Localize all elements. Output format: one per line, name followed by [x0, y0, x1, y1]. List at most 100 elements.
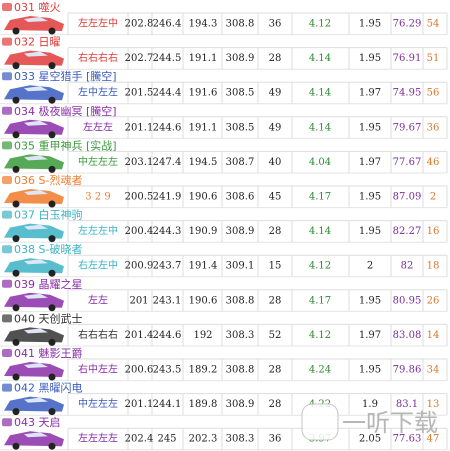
car-title: 031 噬火: [14, 0, 61, 14]
car-wheel: [12, 27, 20, 35]
title-icon: [2, 210, 12, 219]
stat-value: 4.14: [309, 226, 331, 237]
stat-value: 246.4: [153, 19, 182, 30]
stat-value: 202.7: [125, 53, 154, 64]
stat-value: 308.6: [226, 192, 255, 203]
car-wheel: [12, 165, 20, 173]
stat-value: 308.8: [226, 19, 255, 30]
stat-value: 1.95: [359, 192, 381, 203]
car-window: [24, 363, 48, 368]
stat-value: 79.86: [393, 365, 422, 376]
car-body: [4, 327, 64, 343]
car-body: [4, 223, 64, 239]
stat-value: 201.5: [125, 88, 154, 99]
stat-value: 1.97: [359, 330, 381, 341]
stat-value: 308.8: [226, 365, 255, 376]
stat-value: 47: [427, 434, 440, 445]
stat-value: 4.12: [309, 261, 331, 272]
control-label: 中左左左: [78, 397, 118, 410]
watermark-text: 一听下载: [342, 409, 438, 437]
stat-value: 4.12: [309, 330, 331, 341]
title-icon: [2, 37, 12, 46]
title-icon: [2, 383, 12, 392]
stat-value: 4.12: [309, 19, 331, 30]
car-window: [24, 432, 48, 438]
title-icon: [2, 349, 12, 357]
car-body: [4, 362, 64, 377]
car-wheel: [12, 96, 20, 104]
car-wheel: [12, 131, 20, 139]
stat-value: 1.97: [359, 88, 381, 99]
stat-value: 82.27: [393, 226, 422, 237]
car-image: [4, 292, 64, 312]
stat-value: 243.5: [153, 365, 182, 376]
stat-value: 4.17: [309, 192, 331, 203]
stat-value: 77.67: [393, 157, 422, 168]
title-icon: [2, 72, 12, 81]
car-body: [4, 154, 64, 170]
stat-value: 200.4: [125, 226, 154, 237]
stat-value: 1.95: [359, 365, 381, 376]
control-label: 右中左左: [78, 363, 118, 376]
car-window: [24, 155, 48, 161]
stat-value: 49: [269, 88, 282, 99]
title-icon: [2, 141, 12, 150]
car-window: [24, 17, 48, 22]
stat-value: 202.3: [189, 434, 218, 445]
stat-value: 54: [427, 19, 440, 30]
car-image: [4, 431, 64, 450]
car-title: 032 日曜: [14, 36, 61, 49]
stat-value: 244.3: [153, 226, 182, 237]
car-body: [4, 189, 64, 204]
stat-value: 76.91: [393, 53, 422, 64]
stat-value: 4.14: [309, 88, 331, 99]
stat-value: 1.95: [359, 53, 381, 64]
stat-value: 1.9: [362, 399, 378, 410]
stat-value: 28: [269, 399, 282, 410]
car-wheel: [48, 408, 56, 416]
control-label: 右左左中: [78, 259, 118, 272]
car-wheel: [48, 96, 56, 104]
stat-value: 13: [427, 399, 440, 410]
car-wheel: [12, 200, 20, 208]
stat-value: 200.9: [125, 261, 154, 272]
stat-value: 189.2: [189, 365, 218, 376]
stat-value: 83.1: [396, 399, 418, 410]
stat-value: 203.1: [125, 157, 154, 168]
car-title: 043 天启: [14, 416, 61, 429]
car-wheel: [48, 373, 56, 381]
stat-value: 80.95: [393, 295, 422, 306]
stat-value: 2: [367, 261, 373, 272]
stat-value: 308.9: [226, 399, 255, 410]
car-wheel: [12, 373, 20, 381]
stat-value: 243.7: [153, 261, 182, 272]
car-image: [4, 189, 64, 208]
car-wheel: [48, 338, 56, 346]
car-wheel: [48, 62, 56, 70]
stat-value: 1.95: [359, 19, 381, 30]
stat-value: 191.1: [189, 122, 218, 133]
car-title: 042 黑曜闪电: [14, 381, 83, 395]
car-title: 035 重甲神兵 [实战]: [14, 138, 117, 152]
stat-value: 4.04: [309, 157, 331, 168]
stat-value: 244.1: [153, 399, 182, 410]
stat-value: 191.4: [189, 261, 218, 272]
car-window: [24, 224, 48, 230]
car-wheel: [48, 442, 56, 450]
stat-value: 83.08: [393, 330, 422, 341]
stat-value: 308.9: [226, 53, 255, 64]
title-icon: [2, 176, 12, 184]
control-label: 右右右右: [78, 328, 118, 341]
car-wheel: [48, 269, 56, 277]
stat-value: 56: [427, 88, 440, 99]
stat-value: 4.14: [309, 122, 331, 133]
car-window: [24, 120, 48, 126]
stat-value: 189.8: [189, 399, 218, 410]
stat-value: 36: [269, 434, 282, 445]
title-icon: [2, 418, 12, 427]
control-label: 左中左左: [78, 86, 118, 99]
stat-value: 1.95: [359, 226, 381, 237]
stat-value: 28: [269, 226, 282, 237]
car-wheel: [48, 304, 56, 312]
